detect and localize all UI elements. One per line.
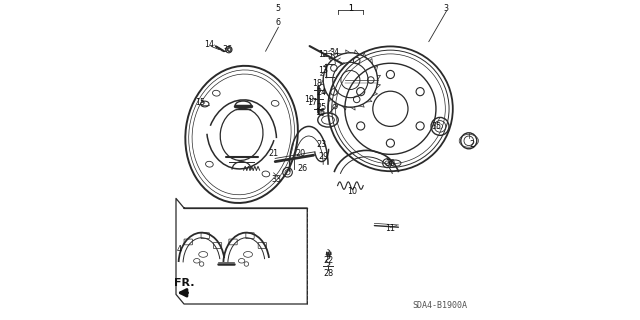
Text: 36: 36 [222,45,232,54]
Text: 23: 23 [317,140,326,148]
Text: 16: 16 [315,108,325,116]
Text: 6: 6 [276,18,281,27]
Text: 1: 1 [348,4,353,12]
Text: 11: 11 [385,224,396,233]
Text: 33: 33 [272,175,282,184]
Text: 15: 15 [195,98,205,107]
Text: SDA4-B1900A: SDA4-B1900A [413,301,467,310]
Text: 30: 30 [385,159,396,168]
Text: FR.: FR. [173,278,195,288]
Text: 10: 10 [347,188,357,196]
Text: 21: 21 [269,149,278,158]
Text: 3: 3 [444,4,449,12]
Text: 28: 28 [323,269,333,278]
Text: 17: 17 [307,98,317,107]
Text: 14: 14 [205,40,214,49]
Text: 34: 34 [330,48,339,57]
Text: 18: 18 [312,79,322,88]
Text: 12: 12 [318,50,328,59]
Text: 25: 25 [316,103,327,112]
Text: 20: 20 [296,149,306,158]
Text: 2: 2 [469,140,475,148]
Text: 13: 13 [318,66,328,75]
Text: 29: 29 [318,152,328,161]
Text: 22: 22 [323,256,333,265]
Text: 26: 26 [298,164,307,172]
Text: 35: 35 [432,122,442,131]
Text: 5: 5 [276,4,281,12]
Text: 1: 1 [348,4,353,12]
Text: 24: 24 [317,88,326,97]
Text: 19: 19 [304,95,314,104]
Text: 4: 4 [177,245,182,254]
